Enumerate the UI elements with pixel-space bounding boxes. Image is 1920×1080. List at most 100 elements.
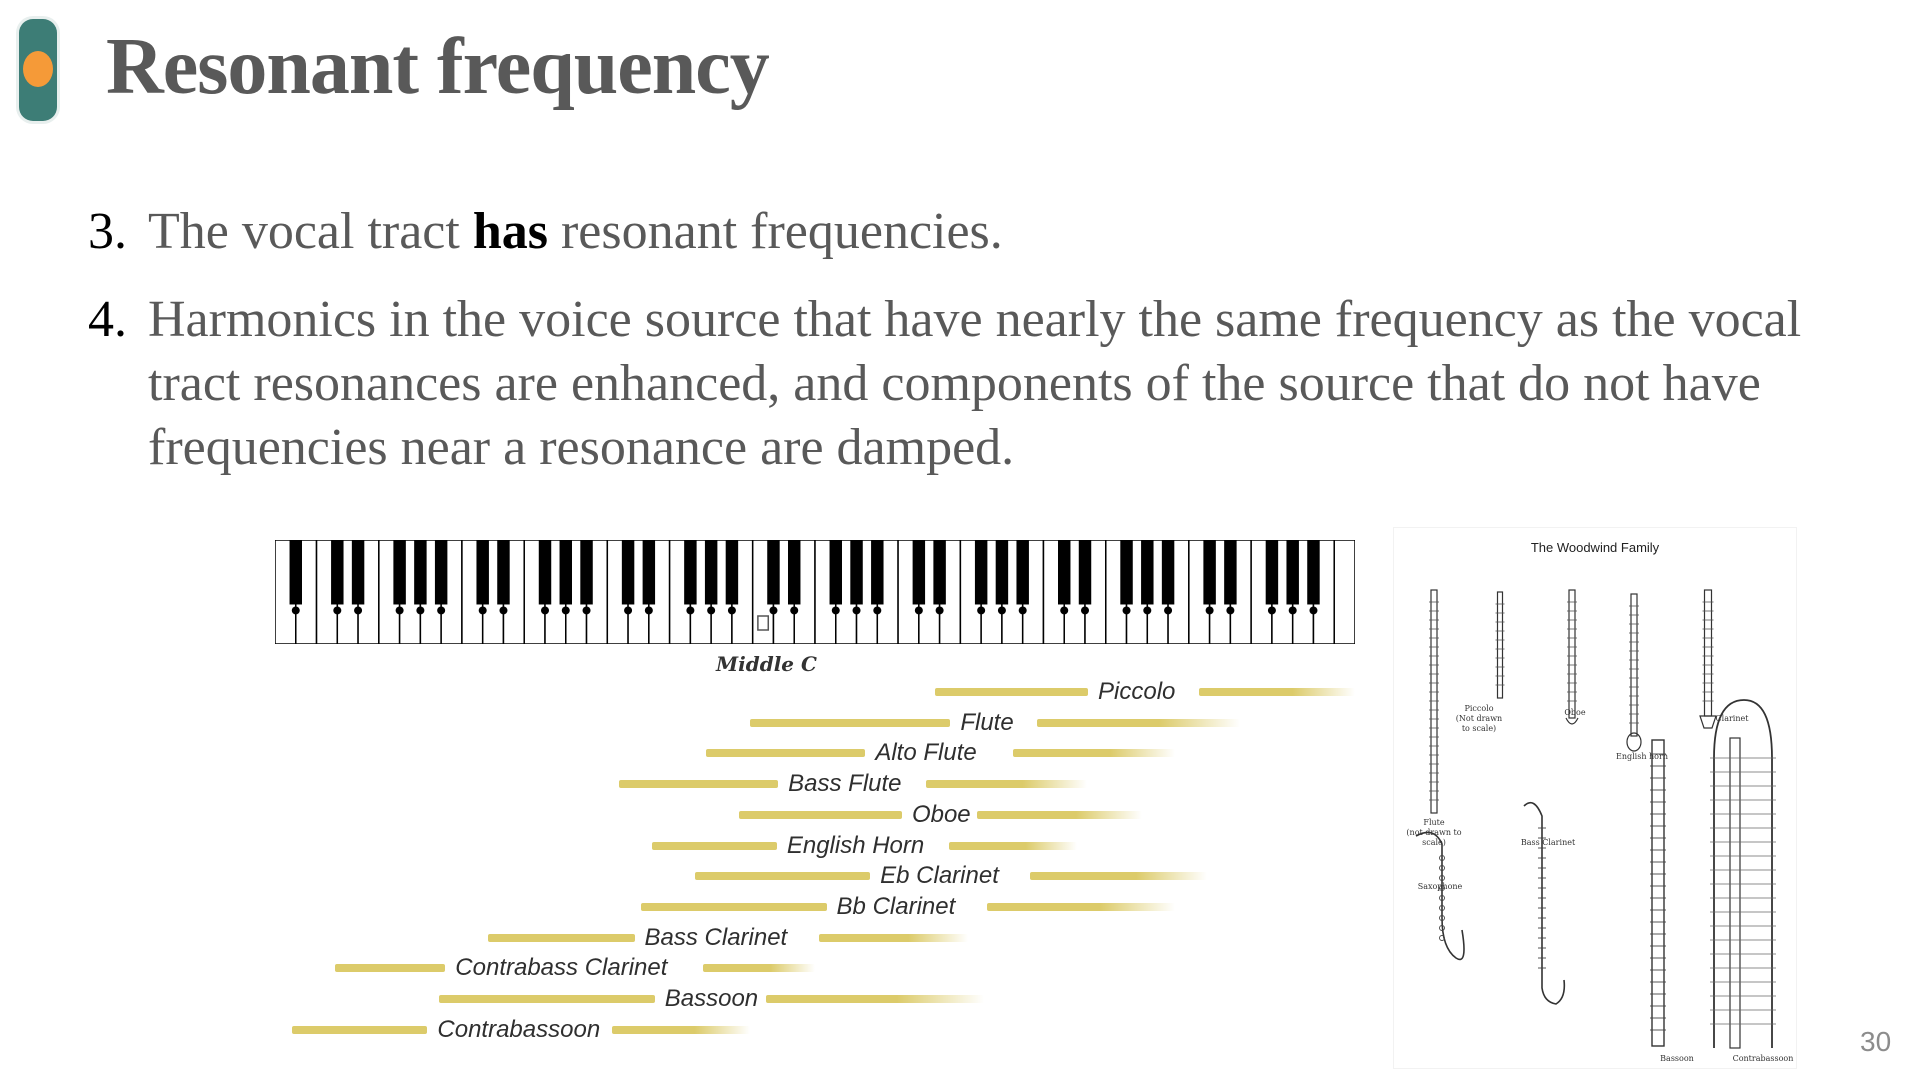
black-key bbox=[1141, 540, 1154, 605]
instrument-label: Piccolo bbox=[1098, 678, 1176, 705]
point-text: Harmonics in the voice source that have … bbox=[148, 291, 1802, 476]
point-text-after: resonant frequencies. bbox=[547, 203, 1003, 260]
range-bar-left bbox=[618, 780, 779, 789]
key-marker-dot bbox=[686, 606, 695, 615]
woodwind-drawings bbox=[1415, 589, 1776, 1049]
black-key bbox=[1307, 540, 1320, 605]
black-key bbox=[829, 540, 842, 605]
key-marker-dot bbox=[561, 606, 570, 615]
black-key bbox=[1078, 540, 1092, 605]
saxophone-key bbox=[1439, 905, 1445, 911]
caption-bassoon: Bassoon bbox=[1660, 1054, 1694, 1063]
piano-keyboard bbox=[275, 540, 1355, 644]
key-marker-dot bbox=[707, 606, 716, 615]
key-marker-dot bbox=[1081, 606, 1089, 615]
saxophone-key bbox=[1439, 915, 1445, 921]
key-marker-dot bbox=[1164, 606, 1173, 615]
instrument-label: Flute bbox=[960, 708, 1014, 736]
black-key bbox=[767, 540, 780, 605]
range-bar-right bbox=[1199, 688, 1355, 696]
black-key bbox=[788, 540, 801, 605]
range-bar-left bbox=[335, 964, 446, 973]
key-marker-dot bbox=[873, 606, 882, 615]
oboe-bell bbox=[1565, 717, 1579, 725]
instrument-label: Eb Clarinet bbox=[880, 862, 999, 890]
key-marker-dot bbox=[478, 606, 487, 615]
key-marker-dot bbox=[499, 606, 508, 615]
bass-clarinet-drawing bbox=[1523, 801, 1566, 1005]
black-key bbox=[538, 540, 552, 605]
clarinet-drawing bbox=[1703, 589, 1713, 717]
key-marker-dot bbox=[291, 606, 300, 615]
range-bar-right bbox=[949, 841, 1077, 850]
saxophone-key bbox=[1439, 885, 1445, 891]
key-marker-dot bbox=[644, 606, 653, 615]
black-key bbox=[1120, 540, 1133, 605]
bassoon-drawing bbox=[1651, 739, 1665, 1047]
woodwind-figure-title: The Woodwind Family bbox=[1530, 540, 1660, 555]
key-marker-dot bbox=[541, 606, 549, 615]
black-key bbox=[289, 540, 302, 605]
saxophone-key bbox=[1439, 855, 1445, 861]
contrabassoon-drawing bbox=[1713, 699, 1773, 1048]
instrument-label: Alto Flute bbox=[875, 739, 977, 767]
saxophone-key bbox=[1439, 865, 1445, 871]
black-key bbox=[704, 540, 718, 605]
instrument-label: Bass Clarinet bbox=[644, 923, 788, 951]
key-marker-dot bbox=[333, 606, 342, 615]
oboe-drawing bbox=[1568, 589, 1576, 719]
key-marker-dot bbox=[416, 606, 425, 615]
range-bar-left bbox=[651, 841, 777, 850]
point-3: 3. The vocal tract has resonant frequenc… bbox=[88, 200, 1838, 264]
key-marker-dot bbox=[1060, 606, 1069, 615]
range-bar-left bbox=[749, 718, 951, 727]
black-key bbox=[1224, 540, 1237, 605]
black-key bbox=[351, 540, 365, 605]
black-key bbox=[393, 540, 406, 605]
key-marker-dot bbox=[1288, 606, 1297, 615]
range-bar-left bbox=[291, 1025, 428, 1034]
key-marker-dot bbox=[935, 606, 944, 615]
english-horn-drawing bbox=[1630, 593, 1638, 737]
key-marker-dot bbox=[997, 606, 1006, 615]
caption-flute: Flute (not drawn to scale) bbox=[1406, 818, 1462, 847]
instrument-label: Contrabass Clarinet bbox=[455, 954, 668, 982]
english-horn-bell bbox=[1626, 732, 1642, 752]
caption-contrabassoon: Contrabassoon bbox=[1732, 1054, 1794, 1063]
range-bar-right bbox=[976, 810, 1142, 819]
instrument-label: English Horn bbox=[786, 831, 925, 859]
caption-saxophone: Saxophone bbox=[1417, 882, 1463, 891]
middle-c-marker bbox=[757, 615, 770, 631]
key-marker-dot bbox=[1205, 606, 1214, 615]
black-key bbox=[642, 540, 656, 605]
key-marker-dot bbox=[914, 606, 923, 615]
range-bar-left bbox=[695, 872, 871, 881]
black-key bbox=[331, 540, 344, 605]
middle-c-label: Middle C bbox=[716, 652, 817, 676]
caption-piccolo: Piccolo (Not drawn to scale) bbox=[1455, 704, 1503, 733]
black-key bbox=[414, 540, 427, 605]
black-key bbox=[1203, 540, 1216, 605]
range-bar-left bbox=[640, 902, 827, 911]
black-key bbox=[621, 540, 635, 605]
black-key bbox=[725, 540, 739, 605]
black-key bbox=[933, 540, 946, 605]
saxophone-key bbox=[1439, 875, 1445, 881]
key-marker-dot bbox=[1018, 606, 1027, 615]
instrument-label: Oboe bbox=[911, 800, 971, 828]
range-bar-left bbox=[488, 933, 635, 942]
black-key bbox=[850, 540, 863, 605]
flute-drawing bbox=[1430, 589, 1438, 814]
range-bar-right bbox=[926, 780, 1088, 789]
black-key bbox=[1016, 540, 1029, 605]
clarinet-bell bbox=[1699, 715, 1717, 729]
saxophone-key bbox=[1439, 895, 1445, 901]
instrument-label: Bb Clarinet bbox=[836, 892, 956, 920]
caption-english-horn: English horn bbox=[1616, 752, 1668, 761]
black-key bbox=[476, 540, 489, 605]
black-key bbox=[434, 540, 448, 605]
instrument-label: Contrabassoon bbox=[437, 1015, 601, 1043]
range-bar-right bbox=[612, 1025, 750, 1034]
key-marker-dot bbox=[395, 606, 404, 615]
instrument-label: Bass Flute bbox=[788, 770, 902, 798]
